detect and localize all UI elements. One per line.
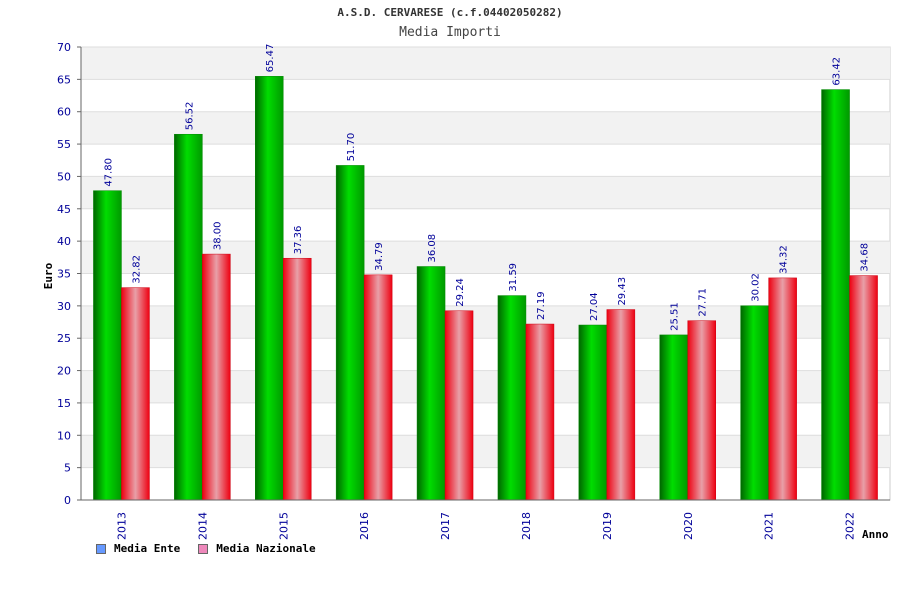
bar-nazionale [363, 274, 393, 501]
x-tick-label: 2020 [682, 512, 695, 540]
legend-item-nazionale: Media Nazionale [198, 542, 316, 555]
bar-ente [93, 190, 122, 501]
data-label: 47.80 [103, 158, 114, 187]
data-label: 29.43 [617, 277, 628, 306]
bar-nazionale [768, 277, 797, 501]
data-label: 36.08 [427, 234, 438, 263]
legend-item-ente: Media Ente [96, 542, 180, 555]
legend-swatch-nazionale [198, 543, 209, 554]
data-label: 34.32 [779, 245, 790, 274]
y-tick-label: 35 [57, 268, 71, 281]
data-label: 27.71 [698, 288, 709, 317]
grid-band [81, 47, 890, 80]
x-tick-label: 2017 [439, 512, 452, 540]
data-label: 31.59 [508, 263, 519, 292]
y-tick-label: 50 [57, 170, 71, 183]
chart-subtitle: Media Importi [399, 25, 501, 40]
bar-nazionale [606, 309, 636, 501]
y-tick-label: 55 [57, 138, 71, 151]
y-tick-label: 40 [57, 235, 71, 248]
bar-ente [174, 133, 203, 501]
bar-ente [659, 334, 688, 501]
bar-ente [335, 165, 365, 501]
x-axis-label: Anno [862, 528, 889, 541]
bar-nazionale [525, 323, 555, 501]
data-label: 30.02 [751, 273, 762, 302]
y-tick-label: 70 [57, 41, 71, 54]
data-label: 25.51 [670, 302, 681, 331]
y-tick-label: 0 [64, 494, 71, 507]
x-tick-label: 2013 [115, 512, 128, 540]
y-tick-label: 60 [57, 106, 71, 119]
y-tick-label: 30 [57, 300, 71, 313]
legend: Media Ente Media Nazionale [96, 542, 316, 555]
bar-nazionale [202, 253, 231, 501]
bar-ente [740, 305, 769, 501]
bar-ente [416, 266, 446, 501]
data-label: 63.42 [832, 57, 843, 86]
legend-label-nazionale: Media Nazionale [216, 542, 316, 555]
bar-ente [821, 89, 850, 501]
data-label: 27.04 [589, 292, 600, 321]
data-label: 34.68 [860, 243, 871, 272]
legend-label-ente: Media Ente [114, 542, 181, 555]
bar-ente [578, 324, 608, 501]
grid-band [81, 111, 890, 145]
bar-nazionale [687, 320, 716, 501]
data-label: 29.24 [455, 278, 466, 307]
y-axis-label: Euro [42, 262, 55, 289]
x-tick-label: 2018 [520, 512, 533, 540]
y-tick-label: 65 [57, 73, 71, 86]
data-label: 56.52 [184, 102, 195, 131]
bar-ente [497, 295, 527, 501]
x-tick-label: 2021 [763, 512, 776, 540]
y-tick-label: 45 [57, 203, 71, 216]
bar-ente [255, 76, 284, 501]
x-tick-label: 2015 [277, 512, 290, 540]
data-label: 37.36 [293, 226, 304, 255]
y-tick-label: 25 [57, 332, 71, 345]
x-tick-label: 2014 [196, 512, 209, 540]
data-label: 65.47 [265, 44, 276, 73]
chart-title: A.S.D. CERVARESE (c.f.04402050282) [337, 6, 563, 19]
y-tick-label: 10 [57, 429, 71, 442]
data-label: 34.79 [374, 242, 385, 271]
grid-band [81, 176, 890, 209]
x-tick-label: 2016 [358, 512, 371, 540]
data-label: 51.70 [346, 133, 357, 162]
bar-nazionale [121, 287, 150, 501]
data-label: 27.19 [536, 291, 547, 320]
bar-nazionale [444, 310, 474, 501]
x-tick-label: 2019 [601, 512, 614, 540]
data-label: 38.00 [212, 221, 223, 250]
x-tick-label: 2022 [844, 512, 857, 540]
y-tick-label: 5 [64, 462, 71, 475]
bar-nazionale [849, 275, 878, 501]
legend-swatch-ente [96, 543, 106, 554]
bar-nazionale [283, 257, 312, 501]
y-tick-label: 15 [57, 397, 71, 410]
y-tick-label: 20 [57, 365, 71, 378]
data-label: 32.82 [131, 255, 142, 284]
